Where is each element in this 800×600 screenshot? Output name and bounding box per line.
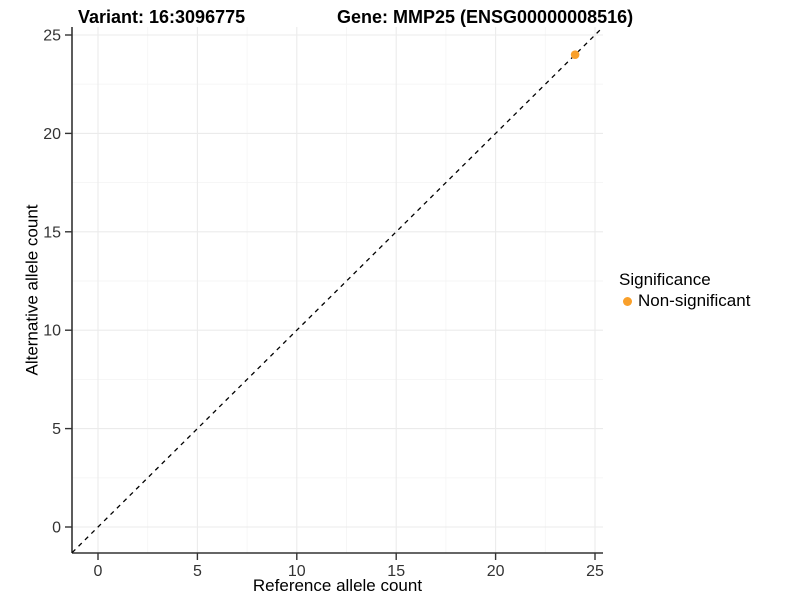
legend-title: Significance [619, 270, 711, 289]
legend-item-label: Non-significant [638, 291, 751, 310]
x-tick-label: 15 [387, 563, 405, 580]
y-tick-label: 20 [43, 126, 61, 143]
x-tick-label: 10 [288, 563, 306, 580]
variant-title: Variant: 16:3096775 [78, 7, 246, 27]
x-tick-label: 25 [586, 563, 604, 580]
y-tick-label: 25 [43, 28, 61, 45]
y-tick-label: 5 [52, 421, 61, 438]
identity-dashed-line [71, 26, 604, 554]
legend-item-non-significant: Non-significant [619, 291, 750, 311]
y-tick-label: 10 [43, 323, 61, 340]
data-point [570, 50, 580, 59]
x-tick-label: 0 [94, 563, 103, 580]
y-tick-label: 0 [52, 520, 61, 537]
x-axis-title: Reference allele count [252, 576, 423, 595]
gene-title: Gene: MMP25 (ENSG00000008516) [337, 7, 634, 27]
y-tick-label: 15 [43, 224, 61, 241]
legend: Significance Non-significant [619, 270, 750, 311]
x-tick-label: 20 [487, 563, 505, 580]
point-icon [623, 296, 632, 306]
x-tick-label: 5 [193, 563, 202, 580]
